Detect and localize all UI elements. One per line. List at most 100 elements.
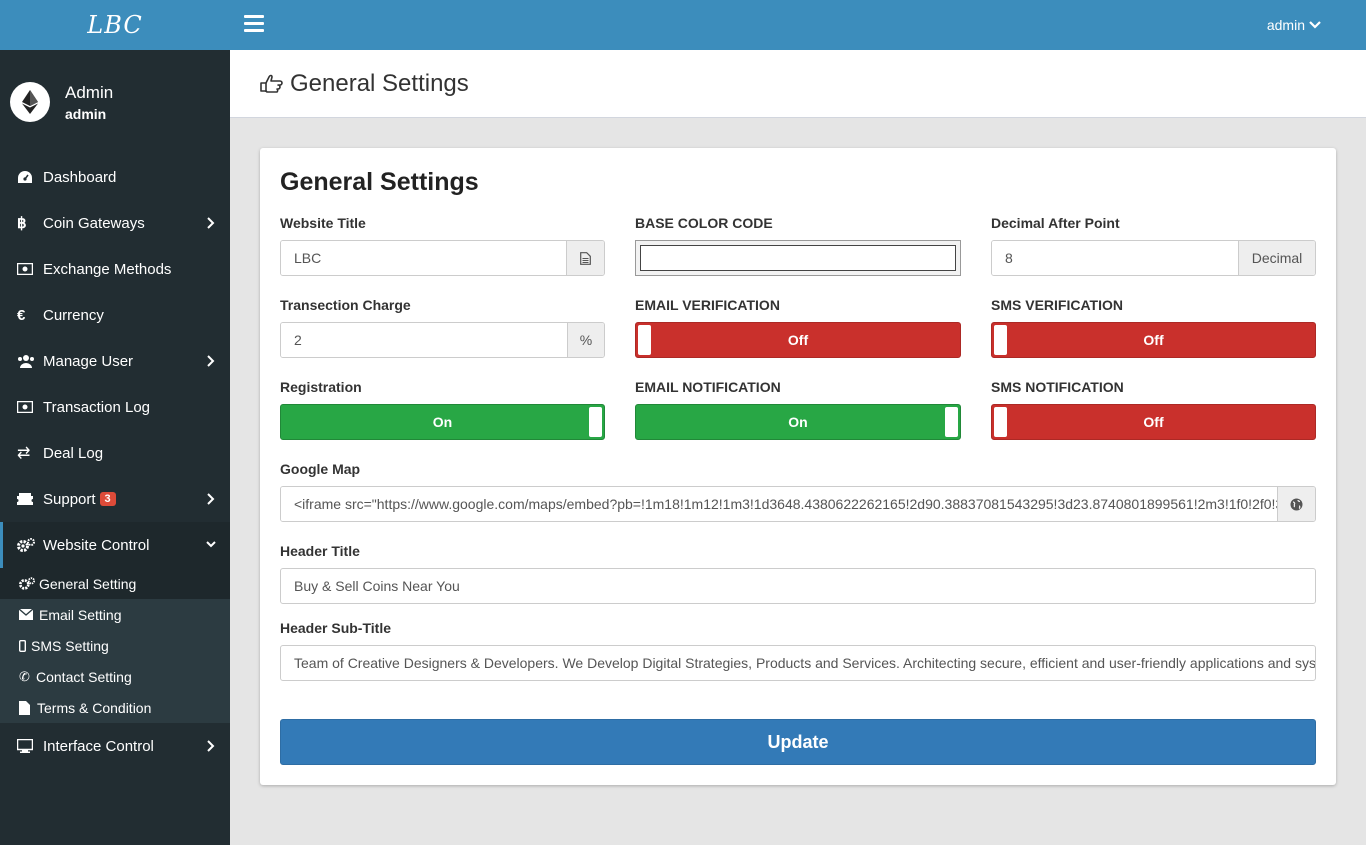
sidebar-item-coin-gateways[interactable]: ฿ Coin Gateways <box>0 200 230 246</box>
header-subtitle-input[interactable]: Team of Creative Designers & Developers.… <box>280 645 1316 681</box>
page-title: General Settings <box>290 70 469 97</box>
sidebar-item-label: Deal Log <box>43 444 104 462</box>
base-color-picker[interactable] <box>635 240 961 276</box>
decimal-group: 8 Decimal <box>991 240 1316 276</box>
sms-verification-toggle[interactable]: Off <box>991 322 1316 358</box>
sidebar-item-label: Exchange Methods <box>43 260 172 278</box>
header-title-input[interactable]: Buy & Sell Coins Near You <box>280 568 1316 604</box>
phone-icon: ✆ <box>19 668 30 684</box>
toggle-knob <box>945 407 958 437</box>
toggle-knob <box>589 407 602 437</box>
cogs-icon <box>17 538 35 552</box>
sidebar-item-label: Manage User <box>43 352 134 370</box>
money-icon <box>17 263 33 275</box>
chevron-right-icon <box>207 740 215 752</box>
sidebar-item-label: Website Control <box>43 536 150 554</box>
submenu-item-label: SMS Setting <box>31 637 109 654</box>
toggle-state: Off <box>787 332 809 348</box>
toggle-state: Off <box>1143 332 1164 348</box>
toggle-knob <box>994 325 1007 355</box>
submenu-item-label: Terms & Condition <box>37 699 152 716</box>
sidebar-item-exchange-methods[interactable]: Exchange Methods <box>0 246 230 292</box>
sidebar-item-label: Currency <box>43 306 104 324</box>
submenu-item-contact-setting[interactable]: ✆ Contact Setting <box>0 661 230 692</box>
update-button[interactable]: Update <box>280 719 1316 765</box>
sidebar-item-label: Dashboard <box>43 168 117 186</box>
globe-icon <box>1290 498 1303 510</box>
form-title: General Settings <box>280 168 479 196</box>
submenu-item-email-setting[interactable]: Email Setting <box>0 599 230 630</box>
submenu-item-label: General Setting <box>39 575 137 592</box>
charge-addon: % <box>567 323 604 357</box>
account-dropdown[interactable]: admin <box>1267 17 1321 33</box>
color-swatch <box>640 245 956 271</box>
general-settings-form: General Settings Website Title LBC BASE … <box>260 148 1336 785</box>
file-icon <box>19 700 30 715</box>
sidebar-item-support[interactable]: Support 3 <box>0 476 230 522</box>
top-navbar: admin <box>230 0 1366 50</box>
hand-pointing-icon <box>260 74 283 93</box>
chevron-right-icon <box>207 217 215 229</box>
registration-label: Registration <box>280 379 362 395</box>
base-color-label: BASE COLOR CODE <box>635 215 773 231</box>
toggle-state: Off <box>1143 414 1164 430</box>
website-title-input[interactable]: LBC <box>281 241 566 275</box>
user-role: admin <box>65 106 107 122</box>
sidebar-item-manage-user[interactable]: Manage User <box>0 338 230 384</box>
website-title-addon <box>566 241 604 275</box>
envelope-icon <box>19 609 33 620</box>
sidebar-item-currency[interactable]: € Currency <box>0 292 230 338</box>
sms-verification-label: SMS VERIFICATION <box>991 297 1123 313</box>
email-verification-toggle[interactable]: Off <box>635 322 961 358</box>
sms-notification-toggle[interactable]: Off <box>991 404 1316 440</box>
email-verification-label: EMAIL VERIFICATION <box>635 297 780 313</box>
euro-icon: € <box>17 306 26 324</box>
sms-notification-label: SMS NOTIFICATION <box>991 379 1124 395</box>
submenu-item-sms-setting[interactable]: SMS Setting <box>0 630 230 661</box>
header-subtitle-label: Header Sub-Title <box>280 620 391 636</box>
sidebar: LBC Admin admin Dashboard ฿ Coin Gateway… <box>0 0 230 845</box>
google-map-addon <box>1277 487 1315 521</box>
toggle-state: On <box>432 414 453 430</box>
chevron-down-icon <box>1309 21 1321 29</box>
google-map-label: Google Map <box>280 461 361 477</box>
mobile-icon <box>19 639 26 652</box>
decimal-input[interactable]: 8 <box>992 241 1238 275</box>
ticket-icon <box>17 493 33 505</box>
avatar <box>10 82 50 122</box>
submenu-item-label: Email Setting <box>39 606 122 623</box>
sidebar-item-deal-log[interactable]: ⇄ Deal Log <box>0 430 230 476</box>
ethereum-icon <box>22 90 38 114</box>
charge-input[interactable]: 2 <box>281 323 567 357</box>
user-name: Admin <box>65 83 114 102</box>
sidebar-item-label: Coin Gateways <box>43 214 145 232</box>
brand-logo[interactable]: LBC <box>0 0 230 50</box>
decimal-label: Decimal After Point <box>991 215 1120 231</box>
submenu-item-terms-condition[interactable]: Terms & Condition <box>0 692 230 723</box>
chevron-down-icon <box>206 541 216 548</box>
menu-toggle-icon[interactable] <box>244 15 264 33</box>
sidebar-item-dashboard[interactable]: Dashboard <box>0 154 230 200</box>
sidebar-item-transaction-log[interactable]: Transaction Log <box>0 384 230 430</box>
bitcoin-icon: ฿ <box>17 215 27 232</box>
website-title-label: Website Title <box>280 215 366 231</box>
page-header: General Settings <box>230 50 1366 118</box>
sidebar-item-interface-control[interactable]: Interface Control <box>0 723 230 769</box>
support-count-badge: 3 <box>99 492 116 506</box>
email-notification-toggle[interactable]: On <box>635 404 961 440</box>
chevron-right-icon <box>207 493 215 505</box>
user-panel: Admin admin <box>0 50 230 154</box>
website-control-submenu: General Setting Email Setting SMS Settin… <box>0 568 230 723</box>
decimal-addon: Decimal <box>1238 241 1315 275</box>
toggle-knob <box>994 407 1007 437</box>
toggle-state: On <box>788 414 808 430</box>
desktop-icon <box>17 739 33 753</box>
email-notification-label: EMAIL NOTIFICATION <box>635 379 781 395</box>
google-map-input[interactable]: <iframe src="https://www.google.com/maps… <box>281 487 1277 521</box>
sidebar-item-website-control[interactable]: Website Control <box>0 522 230 568</box>
google-map-group: <iframe src="https://www.google.com/maps… <box>280 486 1316 522</box>
sidebar-item-label: Transaction Log <box>43 398 151 416</box>
submenu-item-general-setting[interactable]: General Setting <box>0 568 230 599</box>
brand-logo-text: LBC <box>87 11 143 39</box>
registration-toggle[interactable]: On <box>280 404 605 440</box>
